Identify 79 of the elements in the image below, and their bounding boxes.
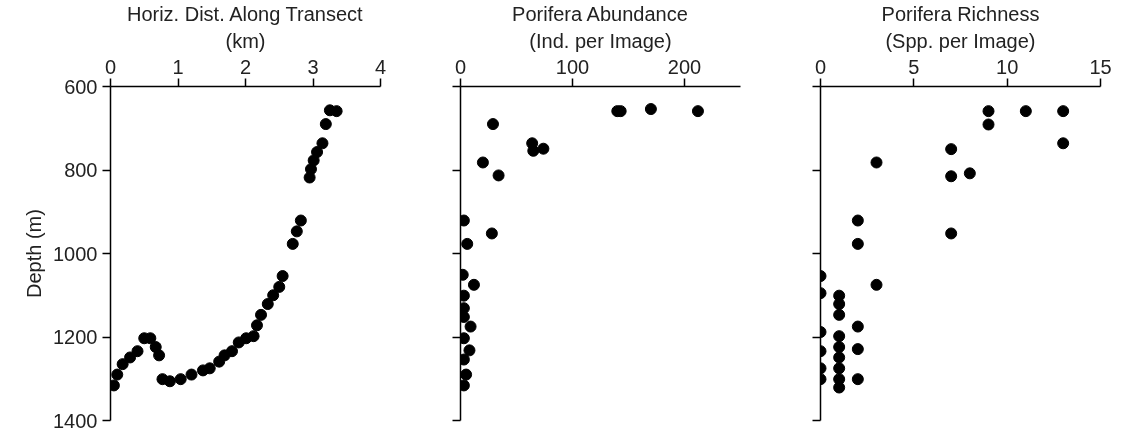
point (833, 362, 846, 375)
point (267, 289, 280, 302)
point (1019, 105, 1032, 118)
point (276, 270, 289, 283)
x-tick-label: 0 (814, 55, 827, 78)
point (250, 319, 263, 332)
point (963, 167, 976, 180)
point (232, 336, 245, 349)
y-tick-label: 1200 (53, 326, 98, 348)
point (833, 341, 846, 354)
y-axis-title: Depth (m) (23, 209, 46, 298)
point (982, 118, 995, 131)
point (196, 364, 209, 377)
point (476, 156, 489, 169)
point (851, 373, 864, 386)
point (185, 368, 198, 381)
y-tick-label: 800 (64, 159, 98, 181)
point (833, 308, 846, 321)
x-tick-label: 0 (104, 55, 117, 78)
point (273, 280, 286, 293)
point (316, 137, 329, 150)
point (691, 105, 704, 118)
x-tick-label: 4 (374, 55, 387, 78)
y-tick-label: 1400 (53, 409, 98, 432)
point (851, 320, 864, 333)
point (255, 308, 268, 321)
point (131, 345, 144, 358)
point (945, 227, 958, 240)
point (116, 358, 129, 371)
x-tick-label: 100 (555, 55, 590, 78)
point (851, 214, 864, 227)
point (319, 118, 332, 131)
point (982, 105, 995, 118)
point (486, 118, 499, 131)
point (1057, 105, 1070, 118)
point (833, 351, 846, 364)
point (870, 156, 883, 169)
point (286, 237, 299, 250)
x-tick-label: 3 (307, 55, 319, 78)
point (460, 368, 473, 381)
point (463, 344, 476, 357)
point (851, 343, 864, 356)
x-tick-label: 5 (908, 55, 920, 78)
point (461, 237, 474, 250)
point (644, 103, 657, 116)
point (945, 143, 958, 156)
point (851, 237, 864, 250)
x-axis-title: Horiz. Dist. Along Transect (km) (126, 3, 364, 52)
x-tick-label: 200 (667, 55, 702, 78)
point (537, 142, 550, 155)
x-tick-label: 15 (1089, 55, 1112, 78)
point (213, 355, 226, 368)
point (290, 225, 303, 238)
point (124, 351, 137, 364)
point (485, 227, 498, 240)
point (303, 171, 316, 184)
point (833, 298, 846, 311)
point (464, 320, 477, 333)
x-tick-label: 0 (454, 55, 467, 78)
x-tick-label: 2 (239, 55, 252, 78)
point (870, 278, 883, 291)
y-tick-label: 1000 (53, 242, 98, 265)
point (1057, 137, 1070, 150)
x-tick-label: 10 (996, 55, 1019, 78)
point (111, 368, 124, 381)
point (149, 341, 162, 354)
x-axis-title: Porifera Abundance (Ind. per Image) (512, 3, 688, 52)
y-tick-label: 600 (64, 75, 98, 98)
point (294, 214, 307, 227)
point (323, 104, 336, 117)
point (174, 373, 187, 386)
point (467, 278, 480, 291)
point (492, 169, 505, 182)
point (156, 373, 169, 386)
point (945, 170, 958, 183)
x-tick-label: 1 (172, 55, 184, 78)
x-axis-title: Porifera Richness (Spp. per Image) (881, 3, 1040, 52)
point (261, 298, 274, 311)
point (833, 330, 846, 343)
